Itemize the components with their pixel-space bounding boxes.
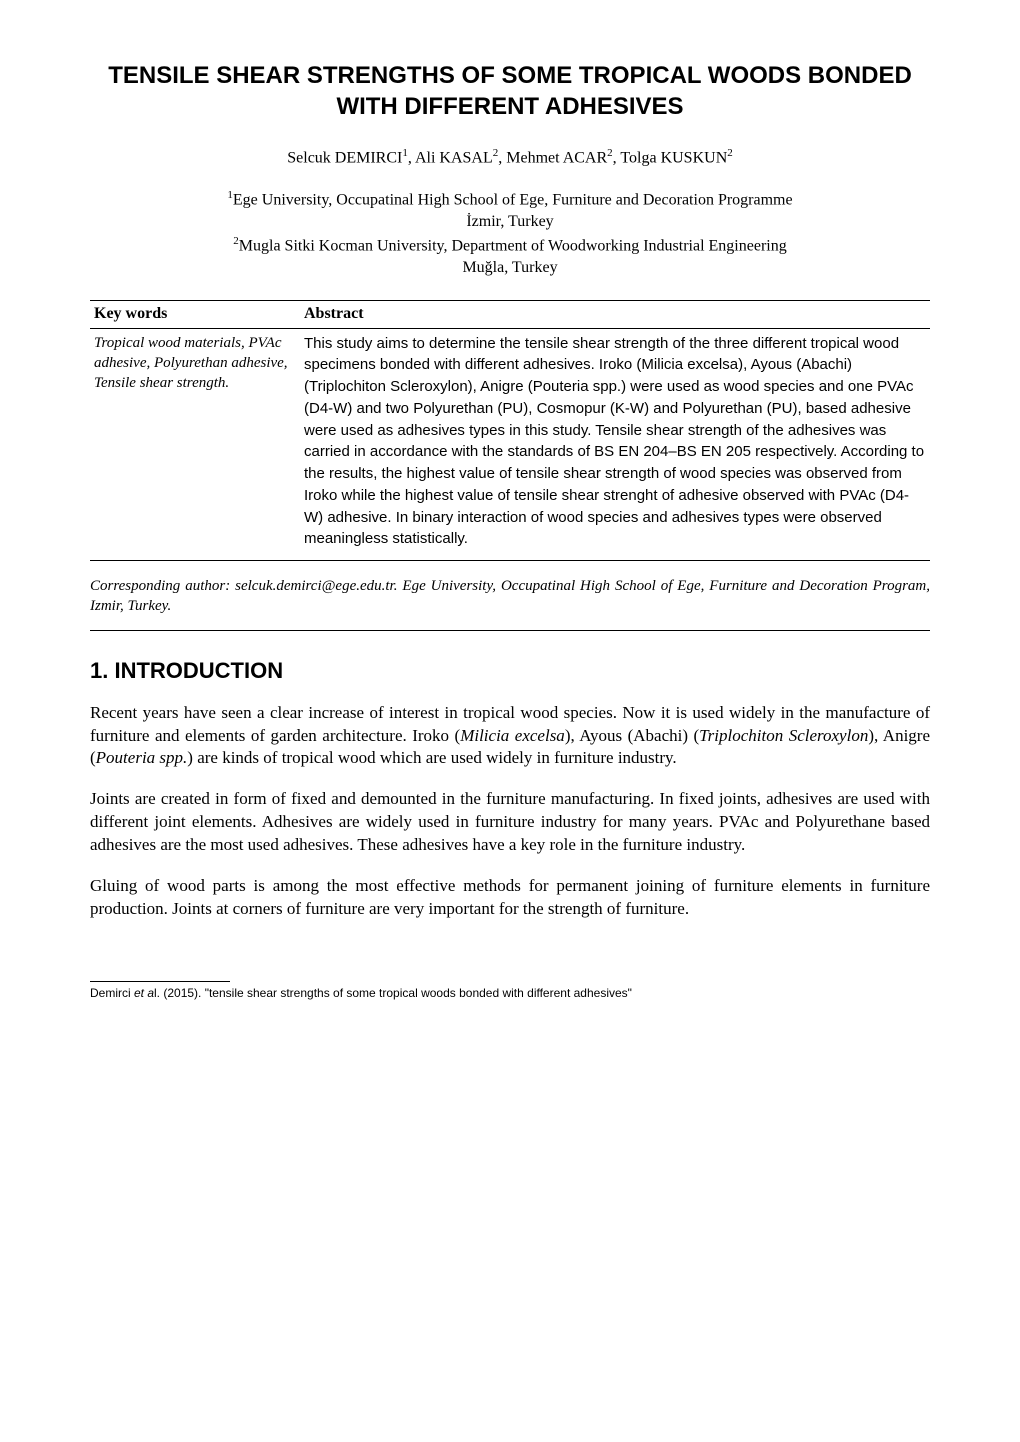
section-1-heading: 1. INTRODUCTION <box>90 657 930 686</box>
abstract-header-row: Key words Abstract <box>90 300 930 328</box>
keywords-header: Key words <box>90 300 300 328</box>
abstract-table: Key words Abstract Tropical wood materia… <box>90 300 930 561</box>
footer-citation: Demirci et al. (2015). "tensile shear st… <box>90 986 930 1002</box>
keywords-cell: Tropical wood materials, PVAc adhesive, … <box>90 328 300 561</box>
affiliations: 1Ege University, Occupatinal High School… <box>90 188 930 280</box>
corresponding-author: Corresponding author: selcuk.demirci@ege… <box>90 577 930 631</box>
abstract-cell: This study aims to determine the tensile… <box>300 328 930 561</box>
author-list: Selcuk DEMIRCI1, Ali KASAL2, Mehmet ACAR… <box>90 146 930 169</box>
intro-paragraph-1: Recent years have seen a clear increase … <box>90 702 930 771</box>
intro-paragraph-3: Gluing of wood parts is among the most e… <box>90 875 930 921</box>
abstract-body-row: Tropical wood materials, PVAc adhesive, … <box>90 328 930 561</box>
intro-paragraph-2: Joints are created in form of fixed and … <box>90 788 930 857</box>
footer-rule <box>90 981 230 982</box>
abstract-header: Abstract <box>300 300 930 328</box>
paper-title: TENSILE SHEAR STRENGTHS OF SOME TROPICAL… <box>90 60 930 122</box>
